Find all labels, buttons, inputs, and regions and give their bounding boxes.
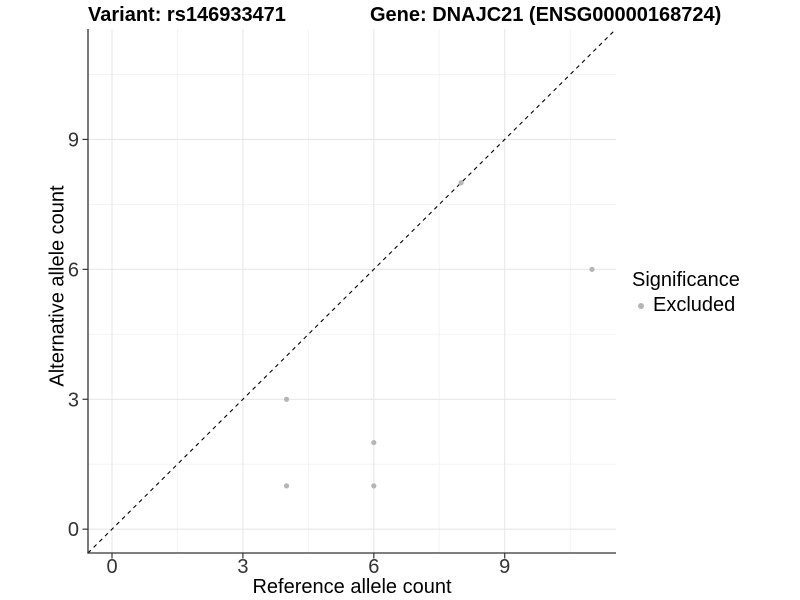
y-tick-label: 3 <box>68 389 79 411</box>
data-point <box>589 266 595 272</box>
data-point <box>458 180 464 186</box>
data-point <box>283 396 290 402</box>
legend-point-icon <box>638 302 644 309</box>
x-tick-label: 3 <box>237 556 248 578</box>
data-point <box>283 483 290 489</box>
gene-title: Gene: DNAJC21 (ENSG00000168724) <box>370 4 722 26</box>
variant-title: Variant: rs146933471 <box>88 4 286 26</box>
identity-dashed-line <box>87 28 617 554</box>
data-point <box>371 439 377 446</box>
y-tick-label: 9 <box>68 129 79 151</box>
x-tick-label: 0 <box>106 556 117 578</box>
data-point <box>371 483 377 489</box>
legend-title: Significance <box>632 269 740 291</box>
legend-item-excluded: Excluded <box>629 294 740 317</box>
y-axis-title: Alternative allele count <box>46 185 69 387</box>
y-tick-label: 6 <box>68 259 79 281</box>
y-tick-label: 0 <box>68 519 79 541</box>
x-tick-label: 6 <box>368 556 379 578</box>
legend: Significance Excluded <box>629 269 740 317</box>
legend-item-label: Excluded <box>653 294 736 316</box>
x-tick-label: 9 <box>499 556 510 578</box>
x-axis-title: Reference allele count <box>252 576 452 598</box>
